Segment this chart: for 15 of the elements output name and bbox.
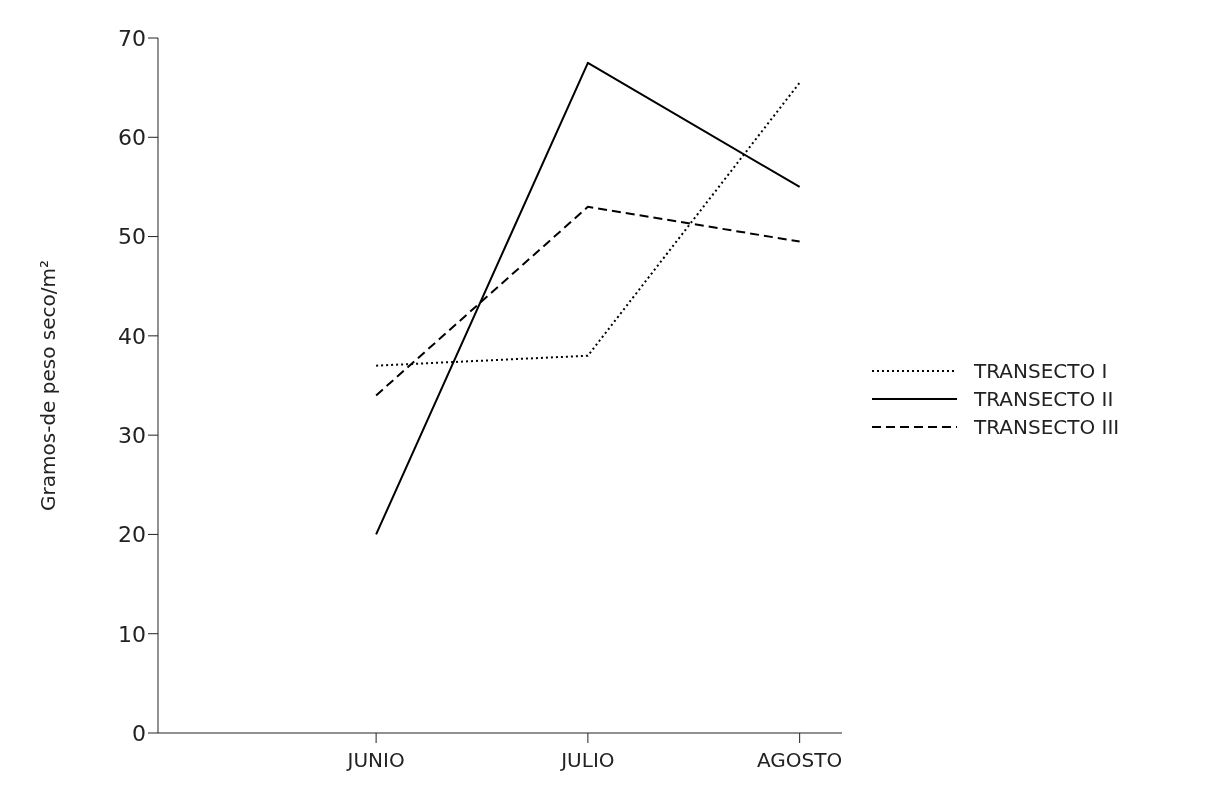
y-tick-label: 0: [132, 720, 146, 746]
legend-label: TRANSECTO I: [974, 358, 1108, 383]
x-tick-label: JULIO: [559, 748, 615, 773]
y-axis-title: Gramos-de peso seco/m²: [36, 260, 61, 511]
x-tick-label: JUNIO: [345, 748, 405, 773]
y-tick-label: 30: [118, 422, 146, 448]
legend-label: TRANSECTO II: [974, 386, 1114, 411]
y-tick-label: 70: [118, 25, 146, 51]
y-tick-label: 50: [118, 224, 146, 250]
y-tick-label: 40: [118, 323, 146, 349]
y-tick-label: 60: [118, 125, 146, 151]
legend-label: TRANSECTO III: [974, 414, 1120, 439]
y-tick-label: 20: [118, 522, 146, 548]
x-tick-label: AGOSTO: [757, 748, 843, 773]
y-tick-label: 10: [118, 621, 146, 647]
